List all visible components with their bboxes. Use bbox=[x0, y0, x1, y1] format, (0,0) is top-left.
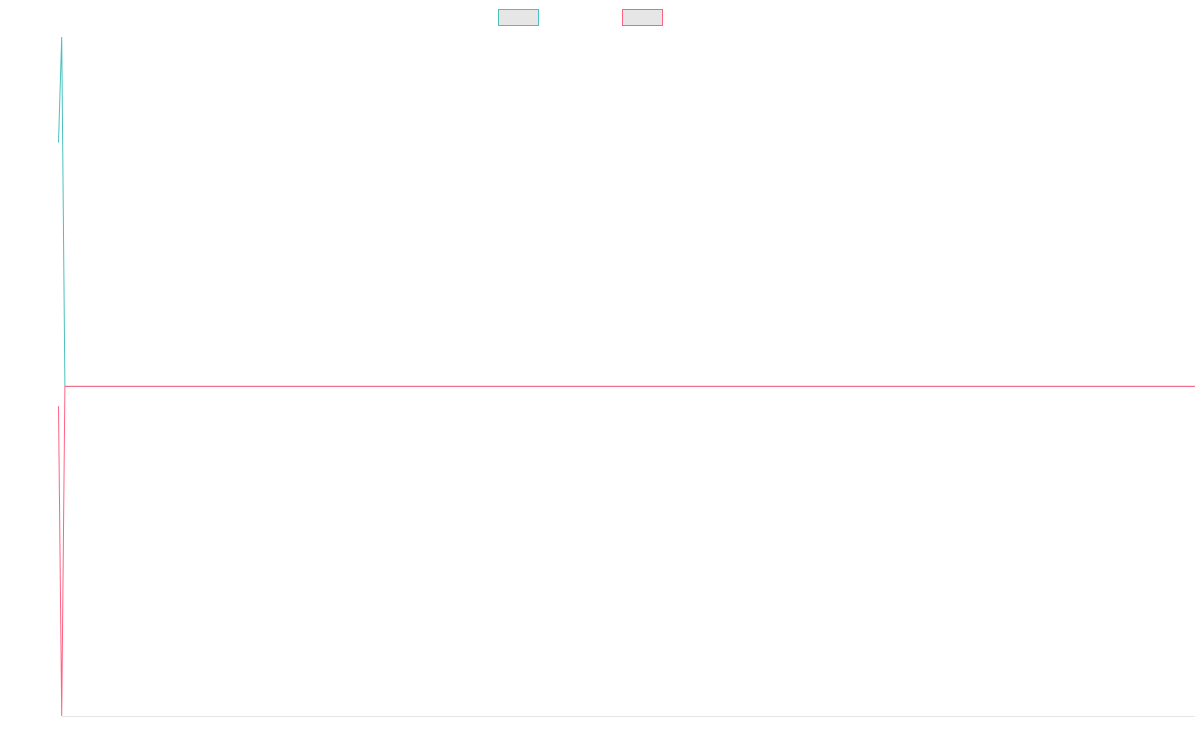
series-line-1 bbox=[58, 36, 1195, 387]
legend-swatch-2[interactable] bbox=[622, 9, 663, 26]
legend-swatch-1[interactable] bbox=[498, 9, 539, 26]
plot-area bbox=[58, 36, 1195, 717]
series-line-2 bbox=[58, 385, 1195, 717]
chart-legend bbox=[498, 9, 663, 26]
